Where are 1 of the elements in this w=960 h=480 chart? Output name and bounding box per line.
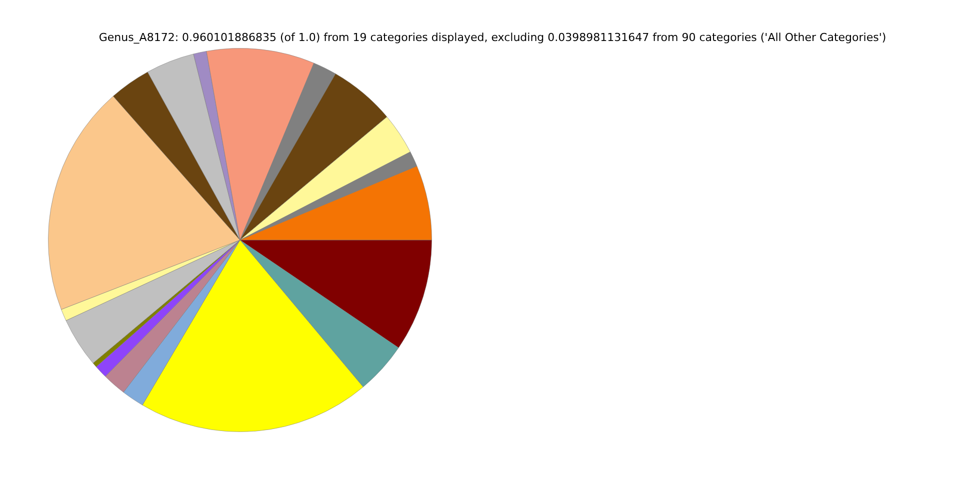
text: Genus_A8172: 0.960101886835 (of 1.0) from 19 categories displayed, excluding 0.0398981131647 from 90 categories ('All Other Categories') <box>98 31 888 45</box>
